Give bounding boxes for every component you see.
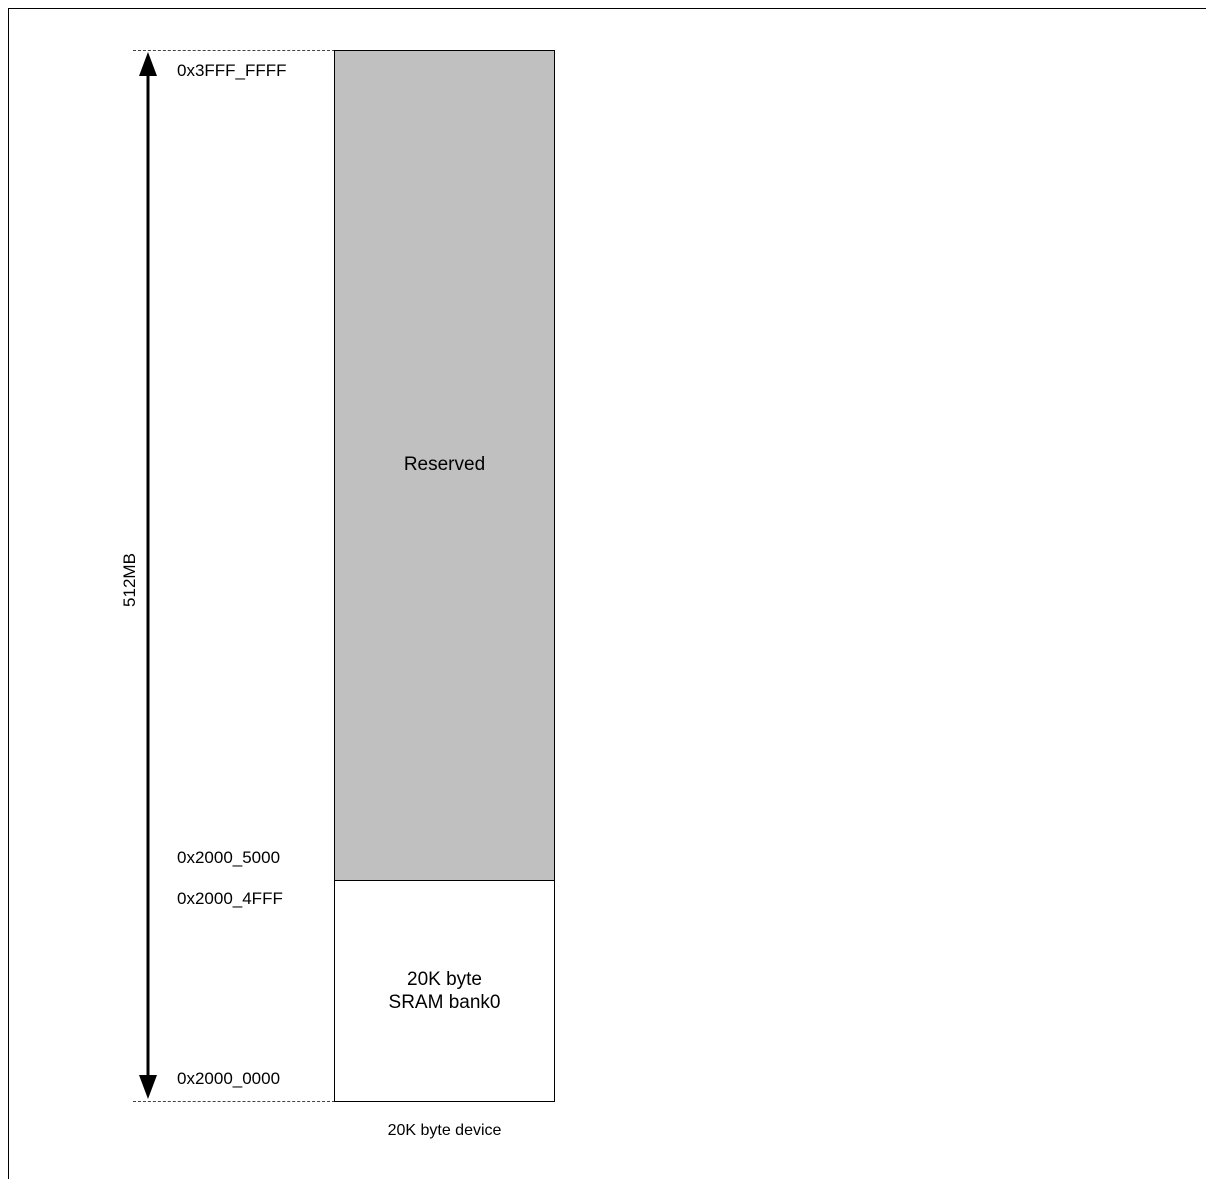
sram-bank0-region: 20K byte SRAM bank0: [334, 880, 555, 1102]
address-label-reserved-start: 0x2000_5000: [177, 848, 281, 867]
address-label-bottom: 0x2000_0000: [177, 1069, 281, 1088]
range-size-label: 512MB: [120, 553, 139, 607]
frame-left-border: [8, 8, 9, 1179]
bottom-boundary-line: [133, 1101, 335, 1102]
top-boundary-line: [133, 50, 335, 51]
diagram-caption: 20K byte device: [387, 1122, 502, 1139]
arrow-up-head-icon: [139, 52, 157, 76]
sram-label-line-1: 20K byte: [407, 969, 482, 990]
reserved-region: Reserved: [334, 50, 555, 881]
sram-label-line-2: SRAM bank0: [388, 992, 501, 1013]
frame-top-border: [8, 8, 1206, 9]
reserved-label: Reserved: [403, 454, 486, 475]
address-label-sram-end: 0x2000_4FFF: [177, 889, 283, 908]
arrow-down-head-icon: [139, 1075, 157, 1099]
address-label-top: 0x3FFF_FFFF: [177, 61, 287, 80]
